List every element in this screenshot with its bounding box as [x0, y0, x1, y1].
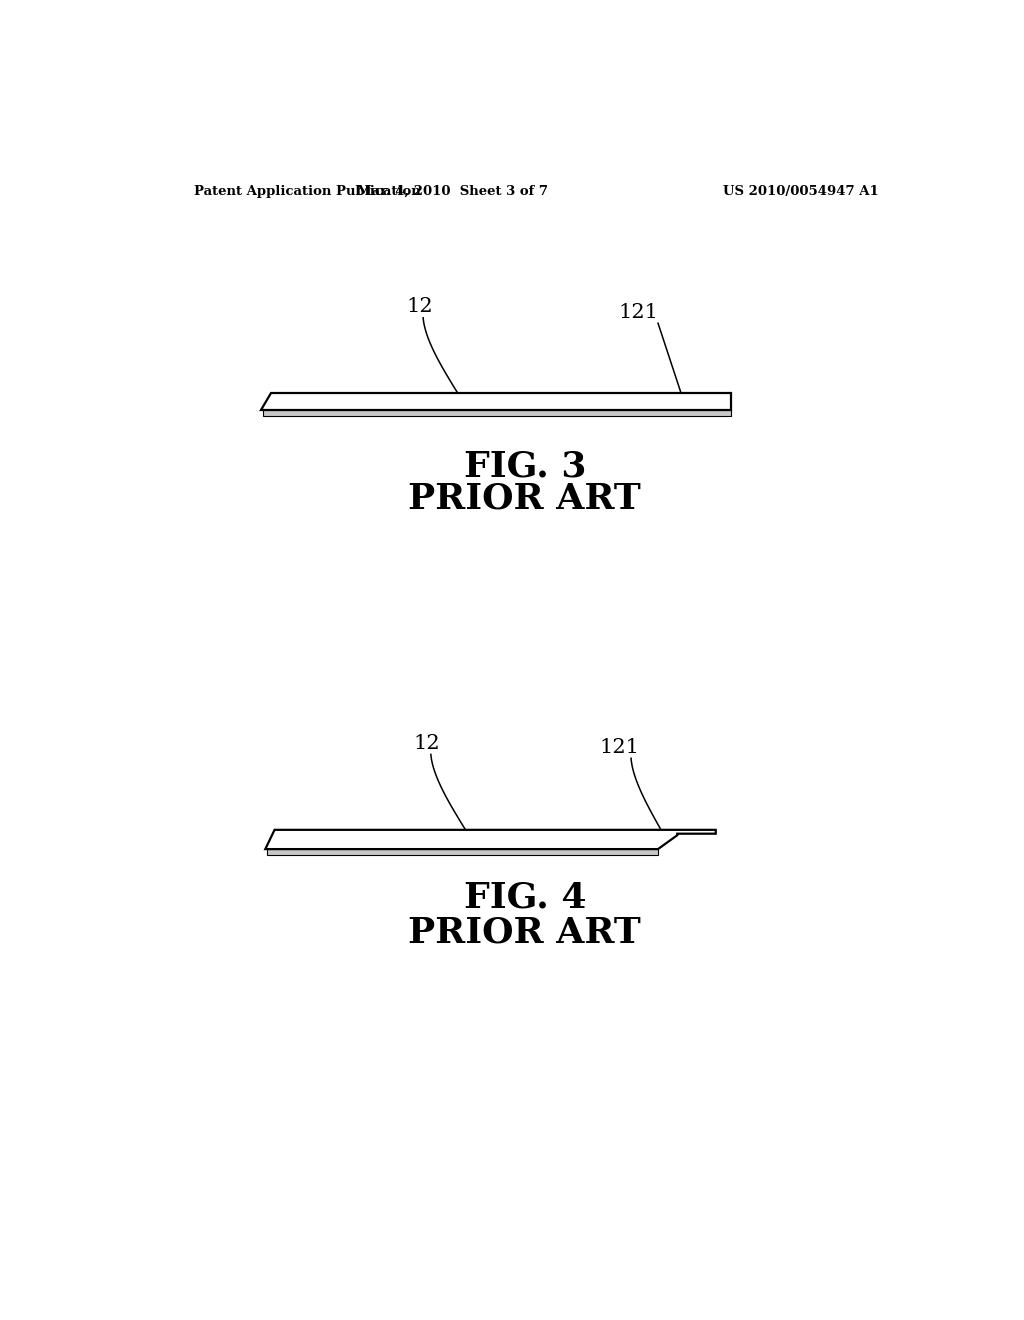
Text: FIG. 3: FIG. 3 [464, 449, 586, 483]
Text: FIG. 4: FIG. 4 [464, 880, 586, 915]
Text: 121: 121 [599, 738, 640, 756]
Polygon shape [267, 849, 658, 855]
Text: 121: 121 [618, 302, 658, 322]
Text: 12: 12 [406, 297, 432, 317]
Text: Patent Application Publication: Patent Application Publication [194, 185, 421, 198]
Text: 12: 12 [414, 734, 440, 752]
Text: PRIOR ART: PRIOR ART [409, 915, 641, 949]
Text: PRIOR ART: PRIOR ART [409, 482, 641, 516]
Text: Mar. 4, 2010  Sheet 3 of 7: Mar. 4, 2010 Sheet 3 of 7 [357, 185, 548, 198]
Polygon shape [265, 830, 716, 849]
Polygon shape [263, 411, 731, 416]
Polygon shape [261, 393, 731, 411]
Text: US 2010/0054947 A1: US 2010/0054947 A1 [723, 185, 879, 198]
